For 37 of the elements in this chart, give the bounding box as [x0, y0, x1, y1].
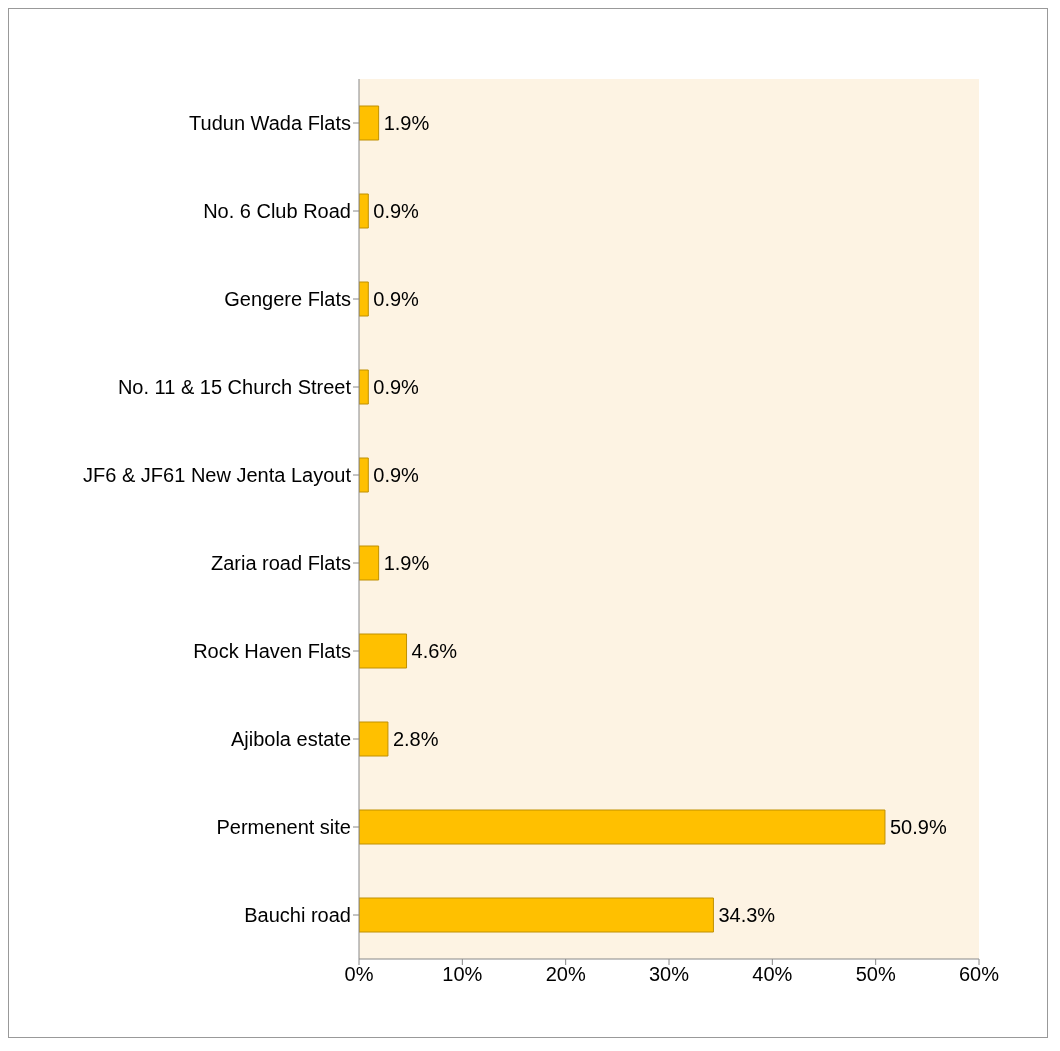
bar: [359, 545, 380, 581]
y-tick-label: No. 6 Club Road: [203, 200, 351, 223]
bar: [359, 633, 408, 669]
y-tick-label: Rock Haven Flats: [193, 640, 351, 663]
bar: [359, 281, 369, 317]
data-label: 1.9%: [383, 112, 430, 135]
bar: [359, 897, 714, 933]
bar: [359, 369, 369, 405]
x-tick-label: 20%: [545, 963, 586, 986]
x-tick-label: 0%: [344, 963, 374, 986]
y-tick-label: Permenent site: [216, 816, 351, 839]
data-label: 4.6%: [411, 640, 458, 663]
bar: [359, 193, 369, 229]
y-tick-label: Zaria road Flats: [210, 552, 351, 575]
data-label: 0.9%: [373, 288, 420, 311]
data-label: 1.9%: [383, 552, 430, 575]
x-tick-label: 60%: [958, 963, 1000, 986]
data-label: 50.9%: [889, 816, 947, 839]
x-tick-label: 30%: [648, 963, 690, 986]
x-tick-label: 10%: [442, 963, 483, 986]
bar: [359, 457, 369, 493]
y-tick-label: JF6 & JF61 New Jenta Layout: [83, 464, 352, 487]
data-label: 0.9%: [373, 464, 420, 487]
y-tick-label: No. 11 & 15 Church Street: [117, 376, 352, 399]
y-tick-label: Tudun Wada Flats: [189, 112, 351, 135]
y-tick-label: Ajibola estate: [230, 728, 351, 751]
bar: [359, 105, 380, 141]
x-tick-label: 50%: [855, 963, 896, 986]
data-label: 2.8%: [392, 728, 439, 751]
data-label: 34.3%: [718, 904, 776, 927]
y-tick-label: Gengere Flats: [224, 288, 351, 311]
data-label: 0.9%: [373, 376, 420, 399]
bar: [359, 809, 886, 845]
y-tick-label: Bauchi road: [244, 904, 351, 927]
x-tick-label: 40%: [752, 963, 793, 986]
data-label: 0.9%: [373, 200, 420, 223]
bar: [359, 721, 389, 757]
